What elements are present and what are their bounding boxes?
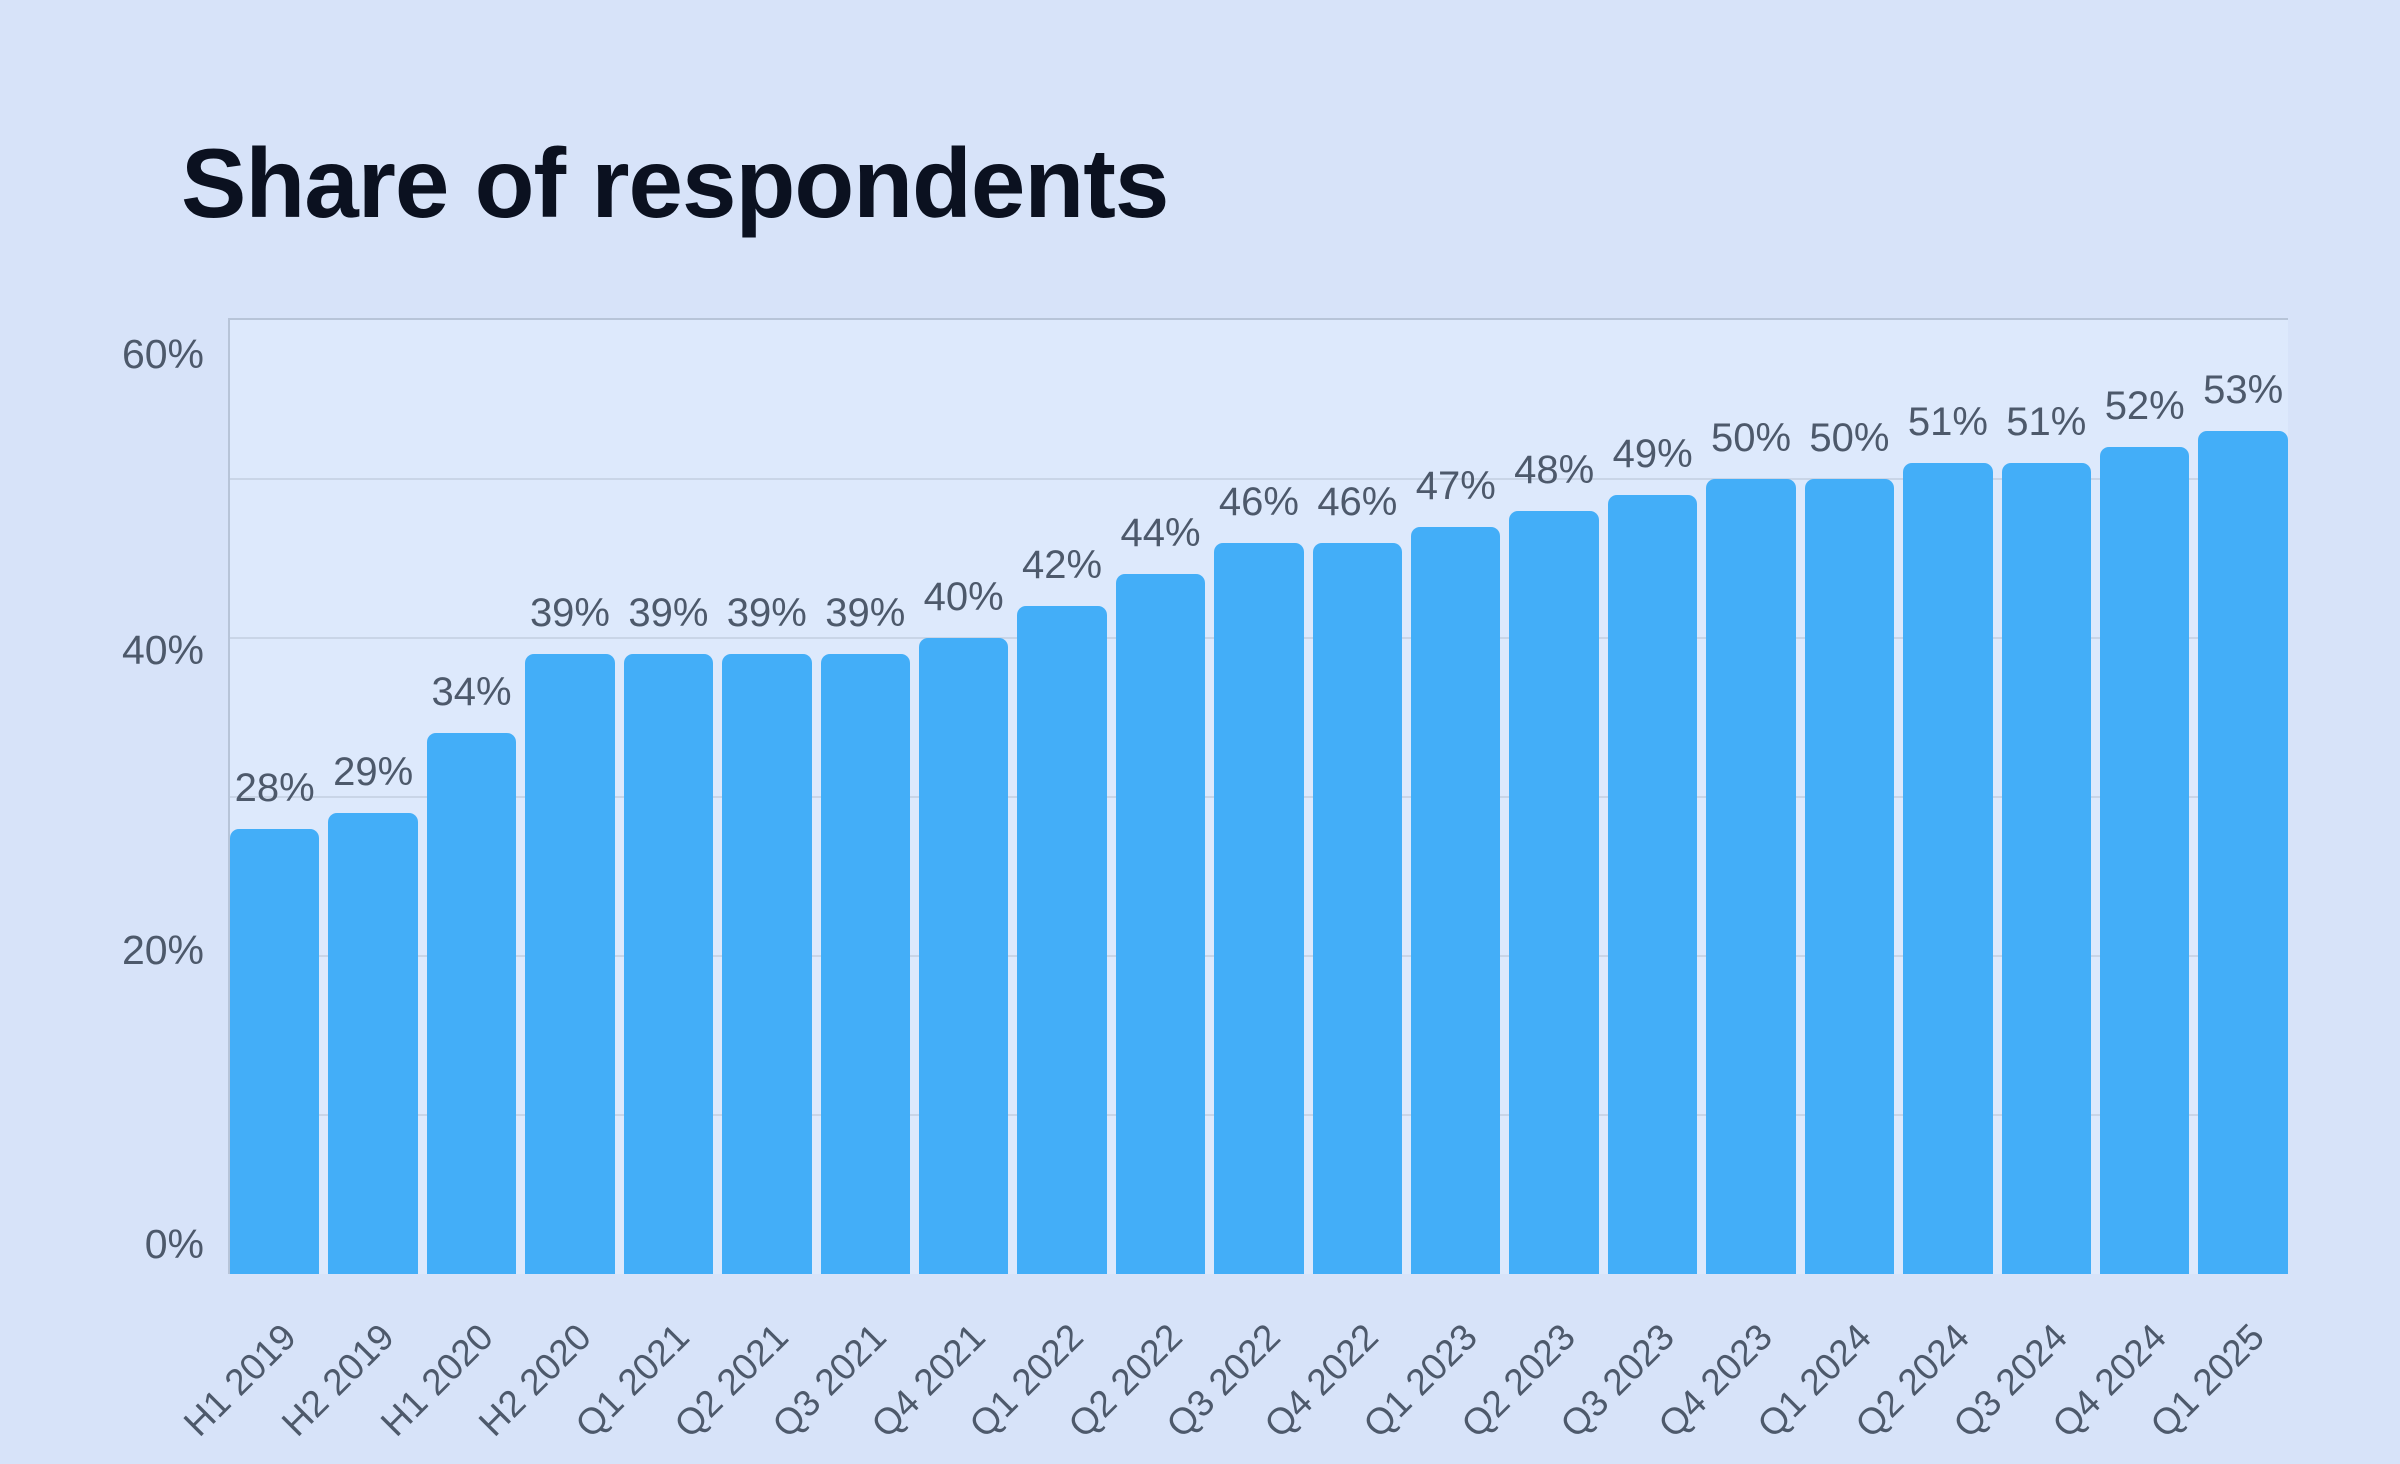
bar-value-label: 52% — [2104, 384, 2185, 429]
bar-value-label: 42% — [1022, 543, 1103, 588]
bar-value-label: 39% — [628, 590, 709, 635]
bar-group: 29% H2 2019 — [274, 320, 418, 1444]
bar-value-label: 48% — [1514, 447, 1595, 492]
bar: 34% — [426, 670, 517, 1274]
bar: 51% — [1903, 400, 1993, 1274]
bar-group: 39% Q3 2021 — [765, 320, 910, 1445]
bar: 47% — [1411, 464, 1501, 1274]
bar: 42% — [1017, 543, 1107, 1274]
bar: 48% — [1509, 448, 1599, 1274]
bar-value-label: 46% — [1218, 479, 1299, 524]
gridline — [230, 478, 2288, 480]
bar-value-label: 29% — [333, 749, 414, 794]
bar-group: 34% H1 2020 — [373, 320, 517, 1444]
bar-value-label: 44% — [1120, 511, 1201, 556]
bar-group: 46% Q4 2022 — [1257, 320, 1403, 1445]
bar-value-label: 40% — [923, 575, 1004, 620]
bar-value-label: 47% — [1415, 463, 1496, 508]
y-axis-tick-label: 60% — [121, 331, 204, 377]
bar: 39% — [525, 591, 615, 1274]
bar: 52% — [2100, 384, 2190, 1274]
bar: 29% — [328, 750, 418, 1274]
bar: 39% — [623, 591, 714, 1274]
bar-group: 49% Q3 2023 — [1552, 320, 1698, 1445]
y-axis-tick-label: 40% — [121, 627, 204, 673]
bars-row: 28% H1 2019 29% H2 2019 34% H1 2020 39% H2 2020… — [176, 320, 2288, 1445]
bar-value-label: 28% — [234, 765, 315, 810]
chart-title: Share of respondents — [181, 128, 1169, 238]
bar: 28% — [230, 766, 320, 1274]
bar: 39% — [722, 591, 812, 1274]
bar-value-label: 51% — [1907, 400, 1988, 445]
bar-group: 46% Q3 2022 — [1159, 320, 1304, 1445]
bar-value-label: 50% — [1809, 416, 1890, 460]
bar-value-label: 46% — [1317, 479, 1398, 524]
bar-group: 39% Q2 2021 — [666, 320, 812, 1445]
y-axis-tick-label: 20% — [121, 927, 204, 973]
bar-value-label: 51% — [2006, 400, 2087, 445]
y-axis-tick-label: 0% — [144, 1221, 204, 1267]
bar-value-label: 34% — [431, 670, 512, 715]
bar-value-label: 39% — [529, 590, 610, 635]
bar: 46% — [1312, 480, 1403, 1274]
y-axis: 0% 20% 40% 60% — [0, 318, 204, 1274]
bar: 40% — [918, 575, 1009, 1274]
bar-group: 40% Q4 2021 — [863, 320, 1009, 1445]
bar: 53% — [2198, 368, 2288, 1274]
bar-group: 50% Q4 2023 — [1651, 320, 1796, 1445]
bar: 46% — [1214, 480, 1304, 1274]
bar-group: 48% Q2 2023 — [1454, 320, 1599, 1445]
bar: 51% — [2001, 400, 2092, 1274]
plot-area: 28% H1 2019 29% H2 2019 34% H1 2020 39% H2 2020… — [176, 318, 2288, 1445]
bar: 50% — [1706, 416, 1796, 1274]
bar-group: 47% Q1 2023 — [1355, 320, 1501, 1445]
bar-value-label: 53% — [2203, 368, 2284, 413]
bar-group: 52% Q4 2024 — [2044, 320, 2190, 1445]
bar-group: 50% Q1 2024 — [1749, 320, 1895, 1445]
bar-value-label: 50% — [1711, 416, 1792, 460]
bar: 50% — [1804, 416, 1895, 1274]
bar-group: 51% Q3 2024 — [1946, 320, 2092, 1445]
bar-group: 28% H1 2019 — [176, 320, 320, 1444]
bar-group: 53% Q1 2025 — [2143, 320, 2288, 1445]
bar-group: 39% H2 2020 — [471, 320, 615, 1444]
bar-value-label: 49% — [1612, 431, 1693, 476]
bar-group: 42% Q1 2022 — [962, 320, 1107, 1445]
bar-group: 39% Q1 2021 — [568, 320, 714, 1445]
bar: 39% — [820, 591, 910, 1274]
bar: 49% — [1607, 432, 1698, 1274]
bar: 44% — [1115, 511, 1206, 1274]
bar-value-label: 39% — [726, 590, 807, 635]
bar-group: 44% Q2 2022 — [1060, 320, 1206, 1445]
bar-value-label: 39% — [825, 590, 906, 635]
bar-group: 51% Q2 2024 — [1848, 320, 1993, 1445]
